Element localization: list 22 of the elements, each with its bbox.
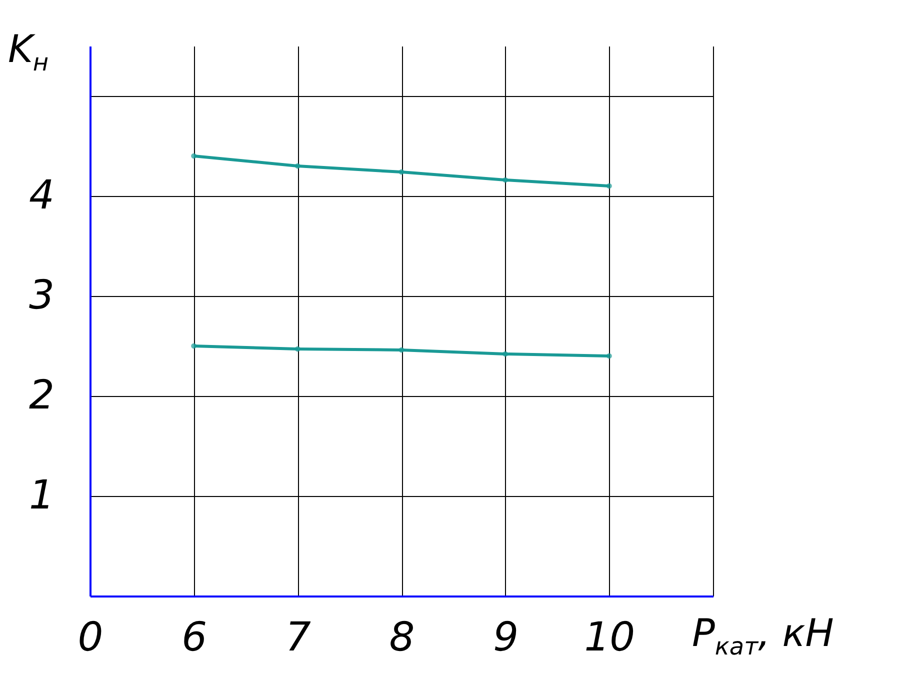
x-tick-label: 10: [584, 614, 636, 660]
x-tick-label: 0: [78, 614, 104, 660]
point: [294, 346, 300, 352]
y-tick-label: 4: [29, 172, 54, 218]
point: [398, 347, 404, 353]
y-tick-label: 2: [29, 372, 54, 418]
x-tick-label: 7: [285, 614, 312, 660]
y-tick-label: 1: [29, 472, 54, 518]
point: [502, 351, 508, 357]
y-tick-label: 3: [29, 272, 54, 318]
point: [606, 183, 612, 189]
x-tick-label: 6: [182, 614, 208, 660]
x-tick-label: 8: [389, 614, 415, 660]
point: [502, 177, 508, 183]
point: [294, 163, 300, 169]
x-axis-title: P$_{кат}$, кН: [692, 611, 834, 661]
point: [398, 169, 404, 175]
y-axis-title: K$_{н}$: [8, 27, 49, 77]
point: [191, 343, 197, 349]
point: [191, 153, 197, 159]
point: [606, 353, 612, 359]
x-tick-label: 9: [493, 614, 519, 660]
